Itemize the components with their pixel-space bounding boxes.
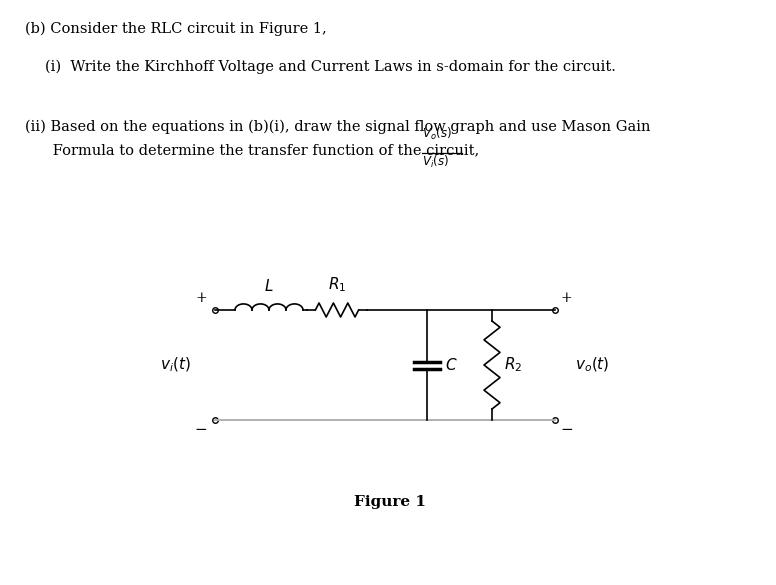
Text: $R_1$: $R_1$ bbox=[327, 276, 346, 294]
Text: (b) Consider the RLC circuit in Figure 1,: (b) Consider the RLC circuit in Figure 1… bbox=[25, 22, 327, 36]
Text: −: − bbox=[560, 423, 573, 437]
Text: $V_o(s)$: $V_o(s)$ bbox=[422, 126, 452, 142]
Text: $v_o(t)$: $v_o(t)$ bbox=[575, 356, 609, 374]
Text: $C$: $C$ bbox=[445, 357, 458, 373]
Text: Formula to determine the transfer function of the circuit,: Formula to determine the transfer functi… bbox=[25, 143, 480, 157]
Text: (ii) Based on the equations in (b)(i), draw the signal flow graph and use Mason : (ii) Based on the equations in (b)(i), d… bbox=[25, 120, 650, 135]
Text: −: − bbox=[194, 423, 207, 437]
Text: +: + bbox=[560, 291, 572, 305]
Text: +: + bbox=[196, 291, 207, 305]
Text: Figure 1: Figure 1 bbox=[354, 495, 426, 509]
Text: $L$: $L$ bbox=[264, 278, 274, 294]
Text: (i)  Write the Kirchhoff Voltage and Current Laws in s-domain for the circuit.: (i) Write the Kirchhoff Voltage and Curr… bbox=[45, 60, 616, 74]
Text: $R_2$: $R_2$ bbox=[504, 356, 522, 374]
Text: $V_i(s)$: $V_i(s)$ bbox=[422, 154, 449, 170]
Text: $v_i(t)$: $v_i(t)$ bbox=[160, 356, 191, 374]
